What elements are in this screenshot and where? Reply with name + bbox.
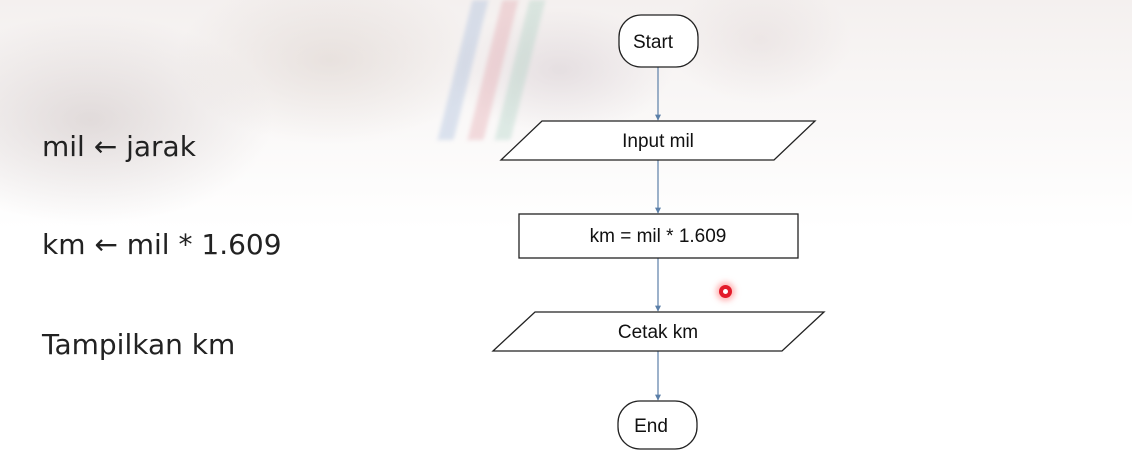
process-rectangle: km = mil * 1.609 [518, 213, 799, 259]
output-parallelogram: Cetak km [491, 311, 826, 352]
end-label: End [634, 416, 668, 437]
end-terminator: End [617, 400, 698, 450]
output-label: Cetak km [618, 322, 698, 343]
pseudocode-line-2: km ← mil * 1.609 [42, 228, 282, 261]
pseudocode-line-3: Tampilkan km [42, 328, 236, 361]
pointer-cursor [719, 285, 732, 298]
start-label: Start [633, 32, 674, 53]
input-label: Input mil [622, 131, 694, 152]
input-parallelogram: Input mil [499, 120, 817, 161]
pseudocode-line-1: mil ← jarak [42, 130, 196, 163]
start-terminator: Start [618, 14, 699, 68]
process-label: km = mil * 1.609 [590, 226, 727, 247]
